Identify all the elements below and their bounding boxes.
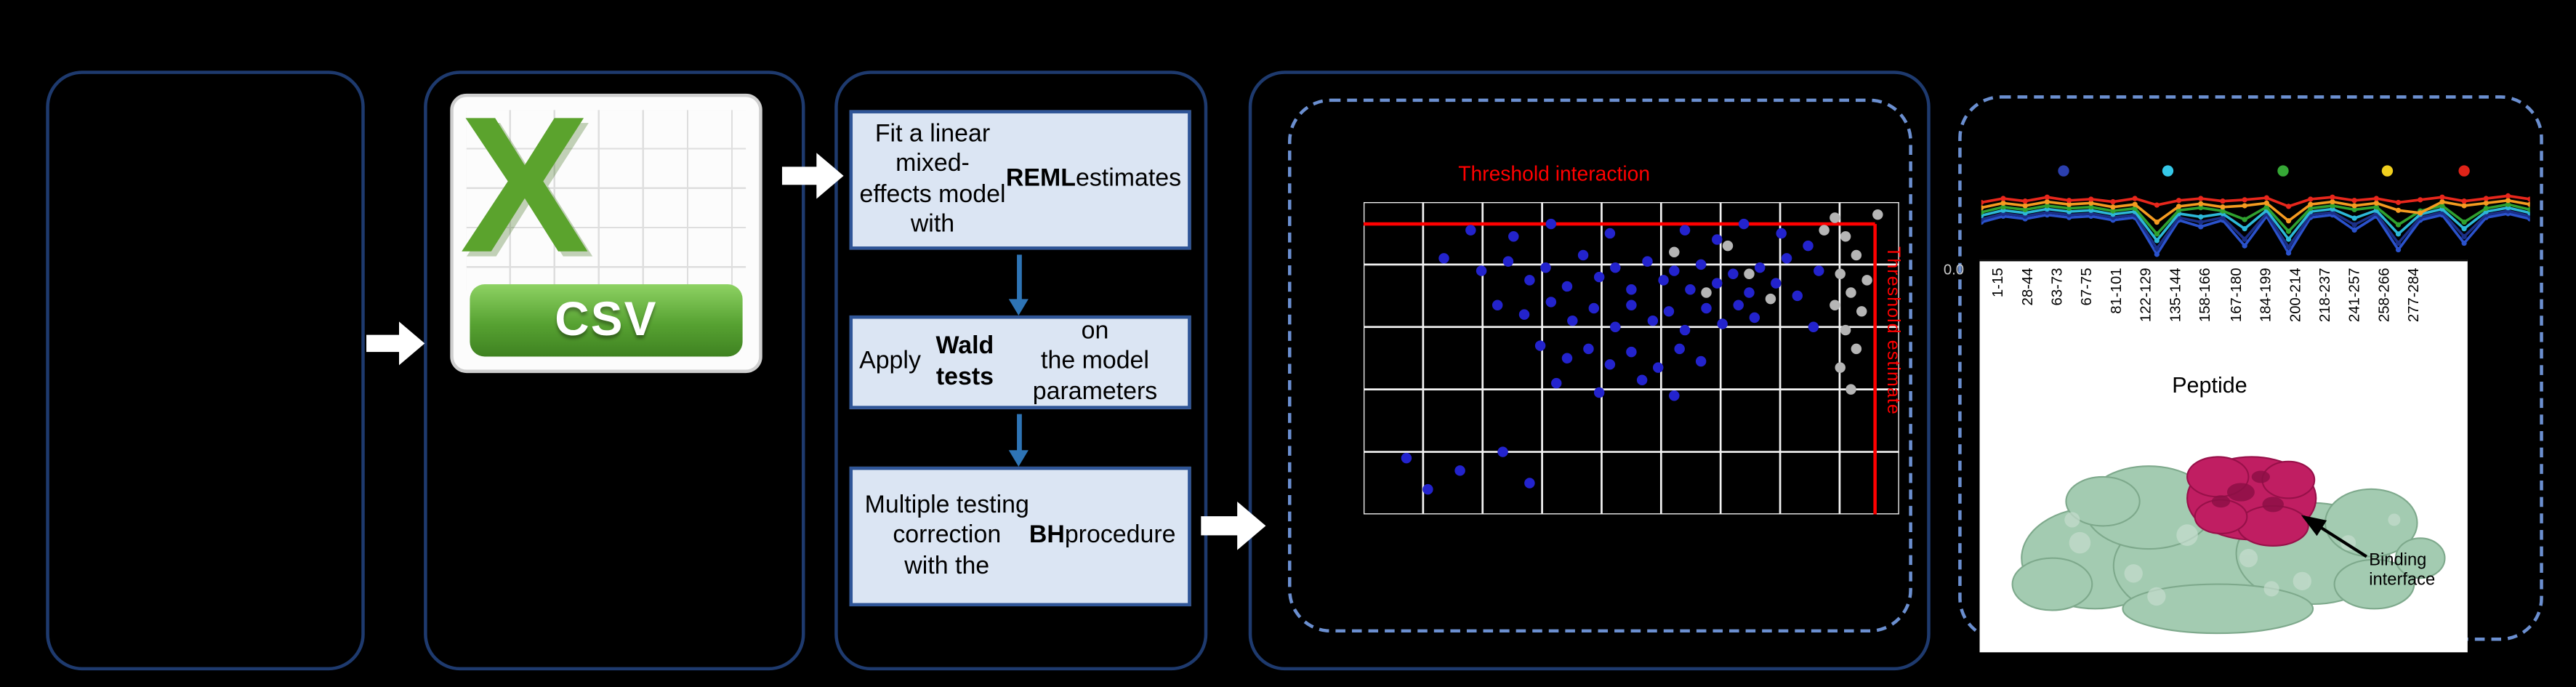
step-text: Fit a linear mixed- effects model with [859,119,1006,238]
flow-arrow-icon [1201,501,1266,550]
peptide-tick-label: 28-44 [2018,268,2036,306]
binding-interface-arrow [2301,515,2368,558]
volcano-scatter-plot [1363,202,1899,515]
panel-volcano-results [1248,71,1931,671]
protein-structure-graphic [2011,456,2446,635]
step-text: procedure [1064,521,1176,550]
csv-label: CSV [555,293,658,346]
binding-interface-label: Binding interface [2369,550,2436,590]
peptide-tick-label: 184-199 [2256,268,2274,323]
peptide-tick-label: 135-144 [2168,268,2184,323]
step-bh-box: Multiple testing correction with the BH … [849,466,1191,607]
threshold-estimate-label: Threshold estimate [1883,246,1903,415]
step-text-bold: REML [1005,164,1076,193]
y-axis-tick-label: 0.0 [1943,261,1965,278]
peptide-tick-label: 167-180 [2226,268,2244,323]
step-reml-box: Fit a linear mixed- effects model with R… [849,110,1191,250]
peptide-profile-chart [1981,165,2530,257]
binding-interface-region [2186,456,2317,547]
flow-arrow-icon [366,321,425,366]
peptide-axis-title: Peptide [2172,373,2247,398]
protein-surface-highlights [2064,512,2401,606]
peptide-tick-label: 67-75 [2078,268,2096,306]
excel-x-logo: X [459,77,589,294]
panel-csv-file: X CSV [424,71,805,671]
spreadsheet-grid [466,110,746,292]
peptide-tick-label: 277-284 [2404,268,2422,323]
step-text: on the model parameters [1032,317,1158,406]
csv-banner: CSV [470,284,743,357]
peptide-tick-label: 218-237 [2316,268,2333,323]
peptide-tick-label: 158-166 [2197,268,2214,323]
binding-interface-shading [2211,470,2284,513]
peptide-tick-label: 63-73 [2048,268,2066,306]
down-arrow-icon [1008,414,1029,467]
peptide-tick-labels: 1-15 28-44 63-73 67-75 81-101 122-129 135-144 1… [1989,268,2422,345]
peptide-tick-label: 200-214 [2286,268,2303,323]
step-text: estimates [1075,164,1182,193]
peptide-tick-label: 1-15 [1989,268,2006,298]
threshold-interaction-label: Threshold interaction [1458,162,1651,186]
panel-statistics-pipeline [834,71,1208,671]
peptide-axis-panel: 1-15 28-44 63-73 67-75 81-101 122-129 135-144 1… [1979,260,2468,653]
step-text-bold: BH [1029,521,1065,550]
step-text: Multiple testing correction with the [864,491,1029,580]
peptide-tick-label: 241-257 [2346,268,2362,323]
volcano-dashed-frame [1287,98,1912,633]
peptide-tick-label: 81-101 [2108,268,2125,314]
peptide-tick-label: 122-129 [2138,268,2154,323]
peptide-tick-label: 258-266 [2375,268,2392,323]
step-text: Apply [859,347,921,376]
panel-input [46,71,365,671]
down-arrow-icon [1008,254,1029,316]
csv-file-icon: X CSV [450,77,762,374]
step-wald-box: Apply Wald tests on the model parameters [849,315,1191,409]
flow-arrow-icon [781,153,844,199]
step-text-bold: Wald tests [935,332,994,390]
